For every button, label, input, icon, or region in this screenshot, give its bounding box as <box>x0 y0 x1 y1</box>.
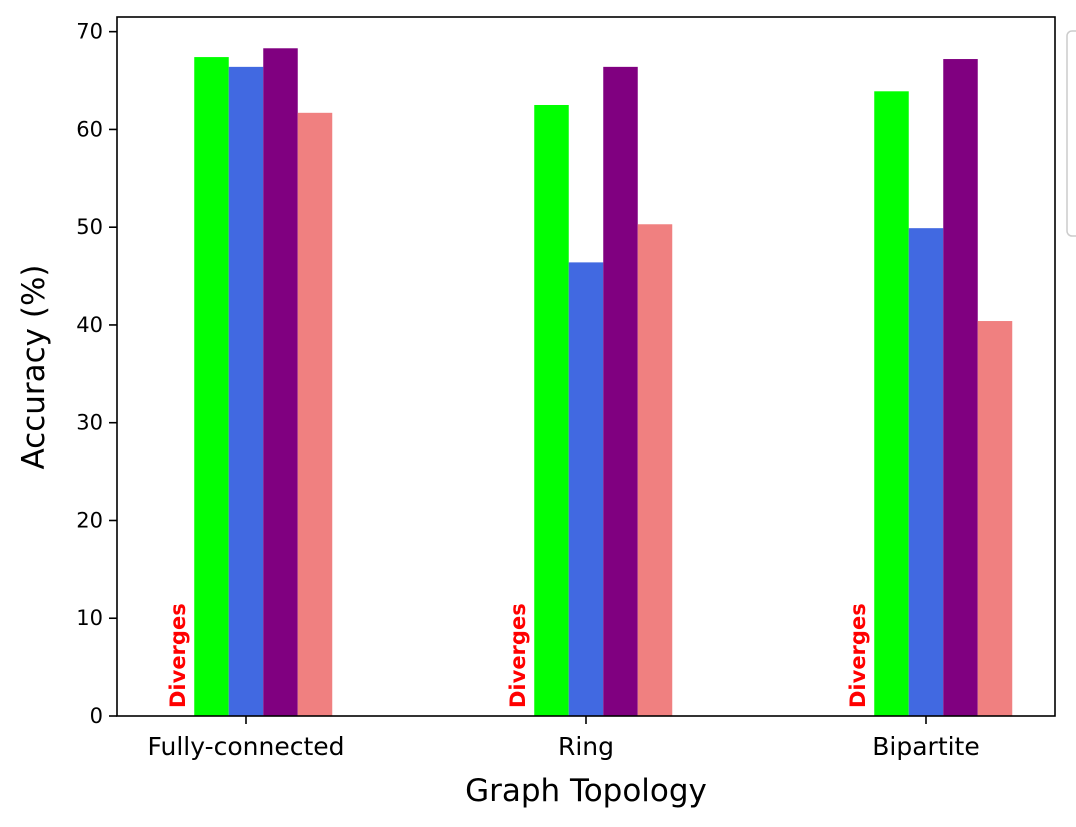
bar-series-3-ring <box>603 66 638 717</box>
bar-series-3-fully-connected <box>263 48 298 716</box>
bar-series-2-fully-connected <box>228 66 264 717</box>
diverges-annotation: Diverges <box>846 603 870 708</box>
x-tick-label: Ring <box>558 732 614 761</box>
y-tick-label: 10 <box>76 606 103 630</box>
bar-series-1-fully-connected <box>194 57 229 716</box>
bar-series-2-bipartite <box>908 228 944 717</box>
x-axis: Fully-connected Ring Bipartite <box>147 716 980 761</box>
bars-layer <box>194 48 1013 717</box>
x-axis-label: Graph Topology <box>465 773 707 809</box>
annotation-layer: Diverges Diverges Diverges <box>166 603 870 708</box>
y-tick-label: 50 <box>76 215 103 239</box>
legend-box <box>1066 30 1076 237</box>
x-tick-label: Fully-connected <box>147 732 344 761</box>
y-tick-label: 60 <box>76 117 103 141</box>
y-tick-label: 20 <box>76 508 103 532</box>
bar-series-3-bipartite <box>943 59 978 717</box>
y-axis: 0 10 20 30 40 50 60 70 <box>76 20 117 728</box>
y-tick-label: 70 <box>76 20 103 44</box>
x-tick-label: Bipartite <box>872 732 980 761</box>
y-tick-label: 40 <box>76 313 103 337</box>
bar-series-4-bipartite <box>977 321 1013 716</box>
diverges-annotation: Diverges <box>166 603 190 708</box>
y-tick-label: 0 <box>90 704 103 728</box>
bar-series-4-fully-connected <box>297 112 333 716</box>
diverges-annotation: Diverges <box>506 603 530 708</box>
y-tick-label: 30 <box>76 411 103 435</box>
bar-series-1-bipartite <box>874 91 909 717</box>
bar-series-4-ring <box>637 224 673 716</box>
bar-series-1-ring <box>534 104 569 717</box>
bar-series-2-ring <box>568 262 604 716</box>
y-axis-label: Accuracy (%) <box>16 264 52 469</box>
